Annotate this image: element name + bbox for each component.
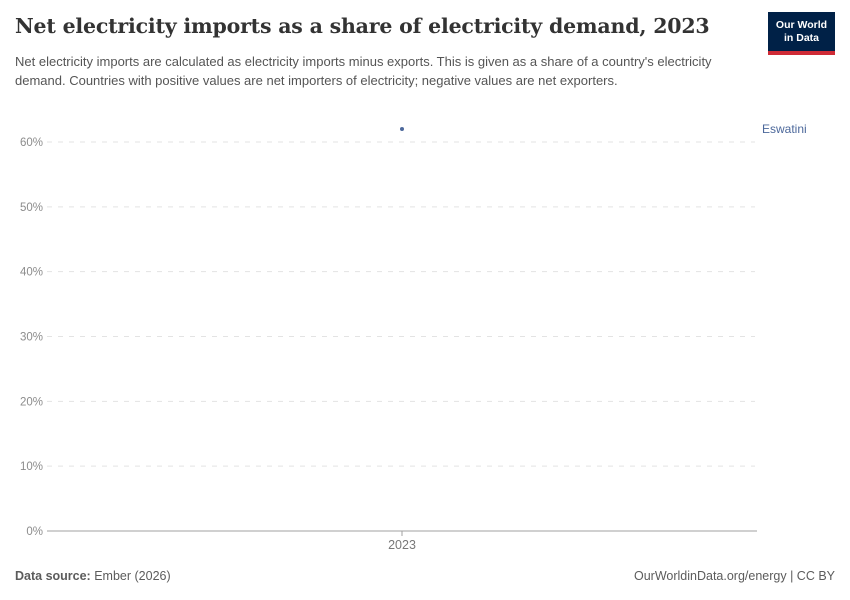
y-axis-tick-label: 10% — [20, 461, 43, 473]
x-axis-tick-label: 2023 — [388, 538, 416, 552]
entity-label: Eswatini — [762, 122, 807, 136]
footer-datasource-value: Ember (2026) — [90, 569, 171, 583]
y-axis-tick-label: 20% — [20, 396, 43, 408]
y-axis-tick-label: 30% — [20, 332, 43, 344]
chart-title: Net electricity imports as a share of el… — [15, 14, 710, 38]
footer-datasource: Data source: Ember (2026) — [15, 569, 171, 583]
chart-subtitle: Net electricity imports are calculated a… — [15, 54, 712, 88]
y-axis-tick-label: 50% — [20, 202, 43, 214]
footer-credit-text: OurWorldinData.org/energy | CC BY — [633, 569, 835, 583]
y-axis-tick-label: 0% — [26, 526, 43, 538]
y-axis-tick-label: 40% — [20, 267, 43, 279]
owid-logo-line1: Our World — [775, 19, 828, 31]
footer-credit: OurWorldinData.org/energy | CC BY — [634, 569, 835, 583]
owid-logo-line2: in Data — [783, 32, 819, 44]
owid-logo-box: Our World in Data — [768, 12, 835, 51]
owid-logo: Our World in Data — [768, 12, 835, 55]
y-axis-tick-label: 60% — [20, 137, 43, 149]
owid-logo-red-strip — [768, 51, 835, 55]
data-point — [400, 127, 404, 132]
footer-datasource-label: Data source: — [15, 569, 91, 583]
